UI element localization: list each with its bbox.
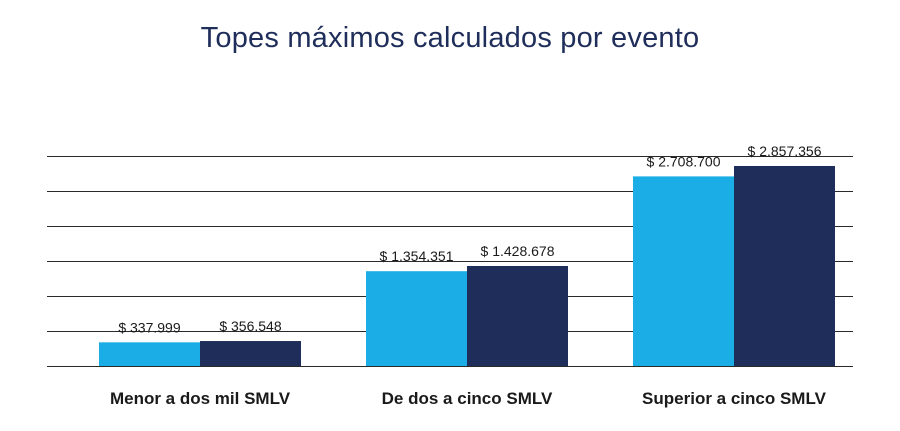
data-label: $ 337.999 <box>118 319 180 335</box>
data-label: $ 356.548 <box>219 318 281 334</box>
category-label: Superior a cinco SMLV <box>642 389 827 408</box>
data-label: $ 1.428.678 <box>481 243 555 259</box>
bar-2-1 <box>200 341 301 366</box>
label-layer: $ 337.999 $ 356.548 Menor a dos mil SMLV $ … <box>110 143 827 408</box>
data-label: $ 1.354.351 <box>380 248 454 264</box>
bar-1-3 <box>633 176 734 366</box>
category-label: De dos a cinco SMLV <box>382 389 553 408</box>
bar-layer <box>99 165 835 366</box>
bar-1-2 <box>366 271 467 366</box>
bar-2-2 <box>467 265 568 366</box>
data-label: $ 2.708.700 <box>647 153 721 169</box>
category-label: Menor a dos mil SMLV <box>110 389 291 408</box>
chart-title: Topes máximos calculados por evento <box>200 22 700 54</box>
bar-1-1 <box>99 342 200 366</box>
data-label: $ 2.857.356 <box>748 143 822 159</box>
bar-2-3 <box>734 165 835 366</box>
